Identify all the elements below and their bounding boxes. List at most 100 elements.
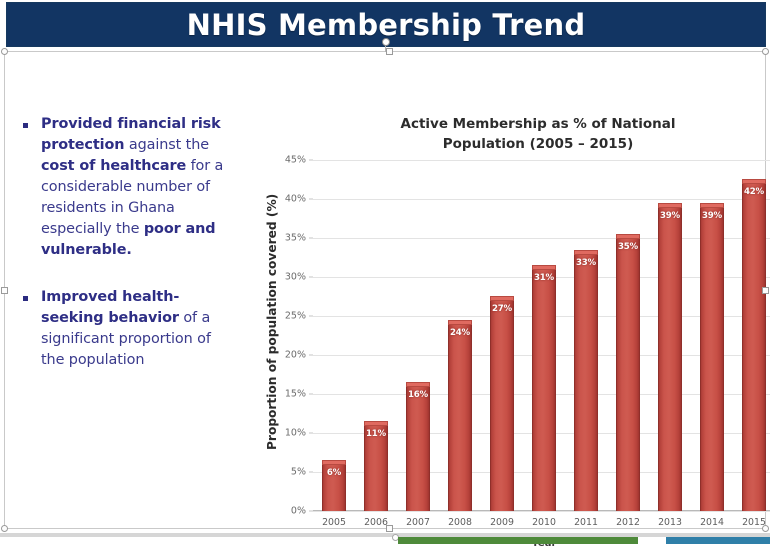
- y-axis-tick-label: 20%: [284, 349, 306, 361]
- bar-slot: 31%: [523, 160, 565, 511]
- chart-title-line-2: Population (2005 – 2015): [442, 136, 634, 152]
- resize-handle-bottom-left[interactable]: [1, 525, 8, 532]
- y-axis-tick-mark: [309, 276, 313, 278]
- x-axis-tick-label: 2014: [700, 517, 724, 528]
- bar-top-cap: [448, 319, 472, 325]
- gridline: [313, 511, 770, 512]
- resize-handle-middle-right[interactable]: [762, 287, 769, 294]
- bar-slot: 6%: [313, 160, 355, 511]
- y-axis-tick-mark: [309, 198, 313, 200]
- bar-data-label: 31%: [534, 273, 554, 284]
- bar-slot: 11%: [355, 160, 397, 511]
- list-item: Provided financial risk protection again…: [19, 114, 237, 261]
- slide-title: NHIS Membership Trend: [186, 7, 586, 42]
- y-axis-tick-mark: [309, 354, 313, 356]
- bar-slot: 42%: [733, 160, 770, 511]
- y-axis-tick-label: 45%: [284, 154, 306, 166]
- y-axis-tick-mark: [309, 432, 313, 434]
- bar-chart[interactable]: Active Membership as % of National Popul…: [241, 108, 770, 558]
- x-axis-tick-label: 2010: [532, 517, 556, 528]
- x-axis-tick-labels: 2005 2006 2007 2008 2009 2010 2011 2012 2013 2014…: [313, 517, 770, 528]
- rotation-handle[interactable]: [382, 38, 390, 46]
- chart-title: Active Membership as % of National Popul…: [373, 114, 703, 154]
- y-axis-title: Proportion of population covered (%): [265, 193, 279, 450]
- resize-handle-top-left[interactable]: [1, 48, 8, 55]
- bottom-status-strip-green: [398, 537, 638, 544]
- y-axis-tick-label: 30%: [284, 271, 306, 283]
- resize-handle-bottom-center[interactable]: [386, 525, 393, 532]
- y-axis-tick-mark: [309, 315, 313, 317]
- bar[interactable]: 35%: [616, 234, 640, 511]
- y-axis-tick-label: 35%: [284, 232, 306, 244]
- bar[interactable]: 24%: [448, 319, 472, 511]
- bar[interactable]: 39%: [658, 202, 682, 511]
- y-axis-tick-mark: [309, 471, 313, 473]
- gridline: [313, 160, 770, 161]
- y-axis-tick-label: 25%: [284, 310, 306, 322]
- bar-data-label: 39%: [702, 210, 722, 221]
- x-axis-tick-label: 2007: [406, 517, 430, 528]
- bar[interactable]: 33%: [574, 249, 598, 511]
- bar-top-cap: [406, 382, 430, 388]
- x-axis-tick-label: 2013: [658, 517, 682, 528]
- bar[interactable]: 31%: [532, 265, 556, 511]
- y-axis-tick-label: 0%: [290, 505, 306, 517]
- bullet-text-1: Provided financial risk protection again…: [41, 116, 224, 258]
- bar-top-cap: [490, 296, 514, 302]
- bar-slot: 24%: [439, 160, 481, 511]
- bar-data-label: 33%: [576, 257, 596, 268]
- x-axis-tick-label: 2005: [322, 517, 346, 528]
- bar[interactable]: 39%: [700, 202, 724, 511]
- resize-handle-top-right[interactable]: [762, 48, 769, 55]
- bar-data-label: 6%: [326, 468, 342, 479]
- bar[interactable]: 6%: [322, 460, 346, 511]
- bar-slot: 39%: [649, 160, 691, 511]
- x-axis-tick-label: 2006: [364, 517, 388, 528]
- resize-handle-middle-left[interactable]: [1, 287, 8, 294]
- plot-area: 0% 5% 10% 15% 20% 25% 30% 35% 40% 45% 6% 11% 16% 24%…: [285, 155, 770, 517]
- resize-handle-top-center[interactable]: [386, 48, 393, 55]
- content-placeholder-frame[interactable]: Provided financial risk protection again…: [1, 48, 770, 549]
- bar-slot: 39%: [691, 160, 733, 511]
- y-axis-tick-label: 15%: [284, 388, 306, 400]
- chart-title-line-1: Active Membership as % of National: [400, 116, 676, 132]
- bar-top-cap: [658, 202, 682, 208]
- y-axis-tick-mark: [309, 393, 313, 395]
- resize-handle-bottom-right[interactable]: [762, 525, 769, 532]
- bar[interactable]: 42%: [742, 179, 766, 511]
- x-axis-tick-label: 2012: [616, 517, 640, 528]
- bar[interactable]: 27%: [490, 296, 514, 511]
- x-axis-tick-label: 2008: [448, 517, 472, 528]
- y-axis-tick-label: 5%: [290, 466, 306, 478]
- bullet-marker-icon: [23, 296, 28, 301]
- bar[interactable]: 11%: [364, 421, 388, 511]
- bar-slot: 16%: [397, 160, 439, 511]
- bullet-list: Provided financial risk protection again…: [19, 114, 237, 397]
- bar-data-label: 35%: [618, 242, 638, 252]
- bar-top-cap: [532, 265, 556, 271]
- bar-top-cap: [742, 179, 766, 185]
- list-item: Improved health-seeking behavior of a si…: [19, 287, 237, 371]
- bar-data-label: 24%: [450, 327, 470, 338]
- bottom-status-strip-blue: [666, 537, 770, 544]
- y-axis-tick-mark: [309, 237, 313, 239]
- rotation-handle-stem: [385, 45, 386, 52]
- bar-data-label: 42%: [744, 187, 764, 198]
- bar[interactable]: 16%: [406, 382, 430, 511]
- y-axis-tick-label: 10%: [284, 427, 306, 439]
- x-axis-tick-label: 2009: [490, 517, 514, 528]
- gridline: [313, 199, 770, 200]
- bar-slot: 27%: [481, 160, 523, 511]
- bar-top-cap: [322, 460, 346, 466]
- y-axis-tick-mark: [309, 159, 313, 161]
- bar-top-cap: [616, 234, 640, 239]
- x-axis-tick-label: 2015: [742, 517, 766, 528]
- bar-data-label: 11%: [366, 429, 386, 440]
- bullet-text-2: Improved health-seeking behavior of a si…: [41, 289, 211, 368]
- bar-slot: 35%: [607, 160, 649, 511]
- bottom-divider: [0, 533, 770, 537]
- x-axis-tick-label: 2011: [574, 517, 598, 528]
- bar-top-cap: [364, 421, 388, 427]
- y-axis-tick-mark: [309, 510, 313, 512]
- gridline: [313, 238, 770, 239]
